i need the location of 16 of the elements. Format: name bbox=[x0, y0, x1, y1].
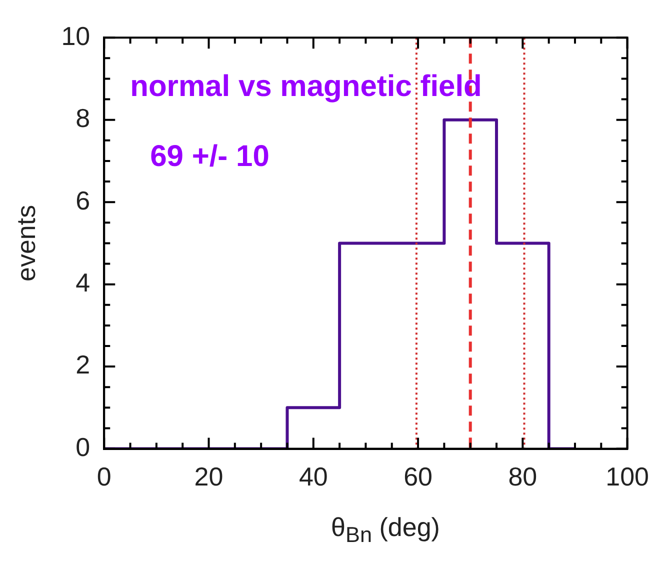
annotation: normal vs magnetic field bbox=[130, 70, 482, 103]
y-tick-label: 6 bbox=[76, 185, 90, 216]
y-tick-label: 4 bbox=[76, 267, 90, 298]
x-tick-label: 80 bbox=[508, 462, 538, 492]
x-tick-label: 60 bbox=[404, 462, 432, 492]
y-tick-label: 8 bbox=[76, 103, 90, 134]
x-tick-label: 0 bbox=[96, 462, 112, 492]
y-tick-label: 2 bbox=[76, 350, 90, 380]
y-axis-title: events bbox=[10, 204, 41, 282]
y-tick-label: 0 bbox=[76, 432, 90, 462]
x-tick-label: 20 bbox=[194, 462, 224, 492]
x-axis-title: θ$_{Bn}$ (deg) bbox=[330, 512, 441, 548]
annotation: 69 +/- 10 bbox=[150, 140, 270, 173]
x-tick-label: 40 bbox=[298, 462, 328, 492]
y-tick-label: 10 bbox=[61, 20, 90, 51]
x-tick-label: 100 bbox=[606, 462, 650, 492]
